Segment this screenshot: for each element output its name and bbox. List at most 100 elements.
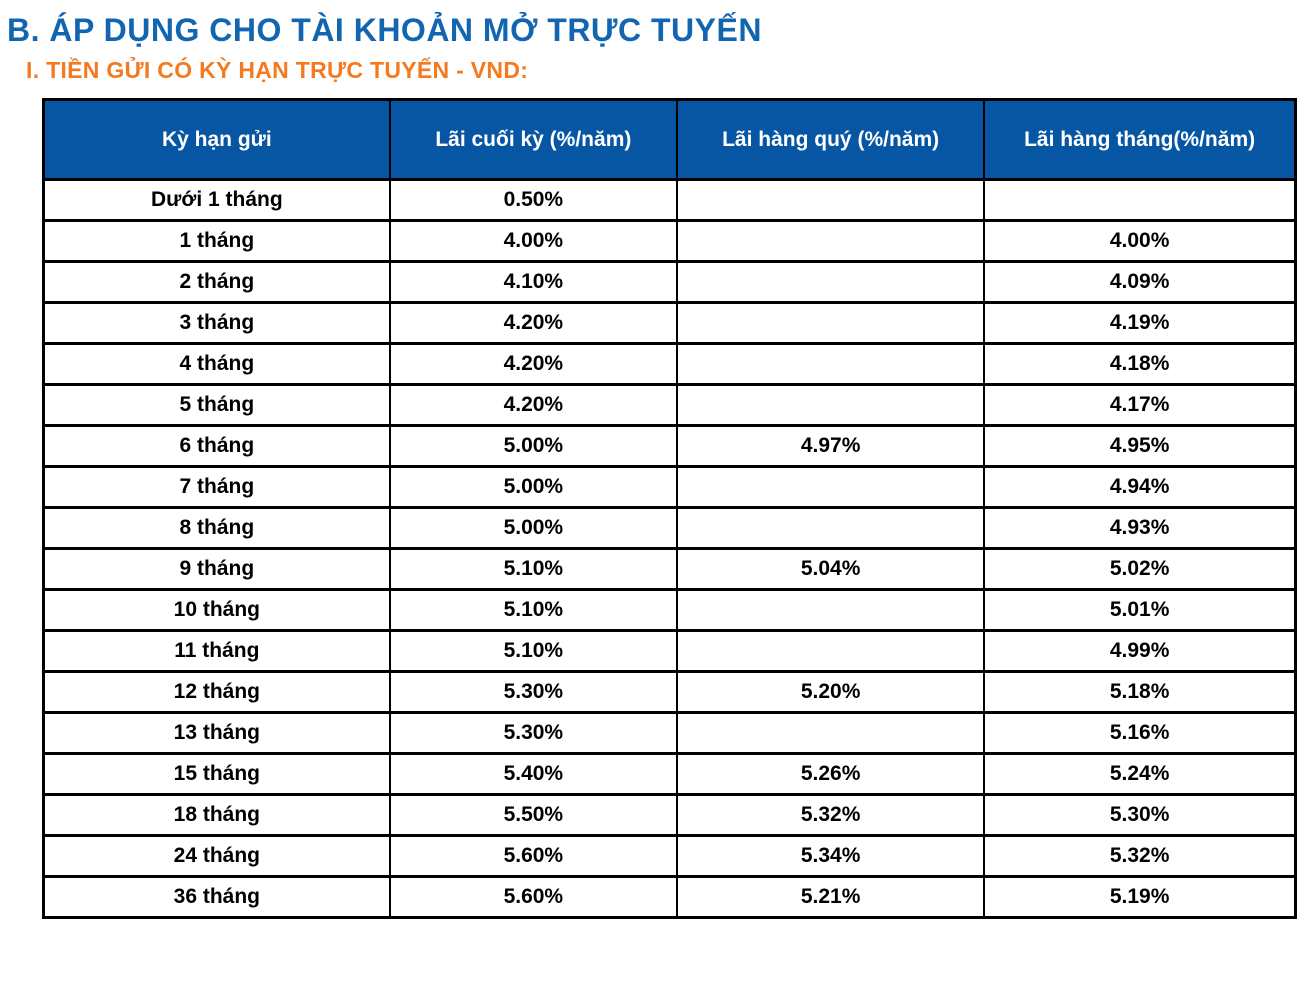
- table-row: 8 tháng 5.00% 4.93%: [42, 506, 1297, 550]
- cell-quarterly: [675, 301, 986, 345]
- cell-monthly: 5.32%: [983, 834, 1297, 878]
- cell-quarterly: 5.32%: [675, 793, 986, 837]
- cell-quarterly: [675, 506, 986, 550]
- cell-quarterly: [675, 260, 986, 304]
- cell-monthly: 5.16%: [983, 711, 1297, 755]
- table-row: 18 tháng 5.50% 5.32% 5.30%: [42, 793, 1297, 837]
- cell-end-of-term: 5.00%: [388, 506, 679, 550]
- cell-monthly: 4.19%: [983, 301, 1297, 345]
- cell-end-of-term: 5.40%: [388, 752, 679, 796]
- cell-end-of-term: 5.50%: [388, 793, 679, 837]
- cell-end-of-term: 4.20%: [388, 301, 679, 345]
- cell-term: 6 tháng: [42, 424, 391, 468]
- table-row: 5 tháng 4.20% 4.17%: [42, 383, 1297, 427]
- table-row: 9 tháng 5.10% 5.04% 5.02%: [42, 547, 1297, 591]
- cell-quarterly: [675, 711, 986, 755]
- cell-quarterly: [675, 588, 986, 632]
- cell-quarterly: 5.21%: [675, 875, 986, 919]
- cell-end-of-term: 4.00%: [388, 219, 679, 263]
- table-row: 13 tháng 5.30% 5.16%: [42, 711, 1297, 755]
- cell-term: 11 tháng: [42, 629, 391, 673]
- cell-end-of-term: 4.10%: [388, 260, 679, 304]
- cell-term: 7 tháng: [42, 465, 391, 509]
- cell-term: 2 tháng: [42, 260, 391, 304]
- cell-term: 4 tháng: [42, 342, 391, 386]
- cell-monthly: 5.18%: [983, 670, 1297, 714]
- cell-end-of-term: 5.00%: [388, 424, 679, 468]
- cell-quarterly: [675, 178, 986, 222]
- cell-term: 1 tháng: [42, 219, 391, 263]
- table-row: 7 tháng 5.00% 4.94%: [42, 465, 1297, 509]
- cell-term: 13 tháng: [42, 711, 391, 755]
- table-row: 12 tháng 5.30% 5.20% 5.18%: [42, 670, 1297, 714]
- cell-end-of-term: 5.10%: [388, 629, 679, 673]
- table-row: 2 tháng 4.10% 4.09%: [42, 260, 1297, 304]
- cell-monthly: 4.09%: [983, 260, 1297, 304]
- cell-term: 5 tháng: [42, 383, 391, 427]
- cell-monthly: 4.95%: [983, 424, 1297, 468]
- cell-monthly: 4.18%: [983, 342, 1297, 386]
- cell-term: 24 tháng: [42, 834, 391, 878]
- section-subtitle: I. TIỀN GỬI CÓ KỲ HẠN TRỰC TUYẾN - VND:: [26, 57, 529, 83]
- cell-end-of-term: 5.10%: [388, 547, 679, 591]
- cell-end-of-term: 5.60%: [388, 834, 679, 878]
- rates-table: Kỳ hạn gửi Lãi cuối kỳ (%/năm) Lãi hàng …: [42, 98, 1297, 919]
- table-row: 15 tháng 5.40% 5.26% 5.24%: [42, 752, 1297, 796]
- cell-quarterly: 5.26%: [675, 752, 986, 796]
- cell-end-of-term: 4.20%: [388, 342, 679, 386]
- cell-term: 10 tháng: [42, 588, 391, 632]
- cell-quarterly: 5.04%: [675, 547, 986, 591]
- cell-quarterly: [675, 383, 986, 427]
- table-row: 10 tháng 5.10% 5.01%: [42, 588, 1297, 632]
- cell-monthly: 5.01%: [983, 588, 1297, 632]
- cell-quarterly: 4.97%: [675, 424, 986, 468]
- cell-quarterly: [675, 342, 986, 386]
- cell-end-of-term: 5.30%: [388, 711, 679, 755]
- cell-monthly: 4.93%: [983, 506, 1297, 550]
- table-row: 36 tháng 5.60% 5.21% 5.19%: [42, 875, 1297, 919]
- cell-end-of-term: 4.20%: [388, 383, 679, 427]
- cell-term: 18 tháng: [42, 793, 391, 837]
- table-row: 24 tháng 5.60% 5.34% 5.32%: [42, 834, 1297, 878]
- cell-monthly: 5.30%: [983, 793, 1297, 837]
- cell-end-of-term: 5.10%: [388, 588, 679, 632]
- cell-quarterly: [675, 219, 986, 263]
- cell-monthly: [983, 178, 1297, 222]
- cell-term: 9 tháng: [42, 547, 391, 591]
- cell-end-of-term: 5.60%: [388, 875, 679, 919]
- cell-end-of-term: 5.30%: [388, 670, 679, 714]
- table-row: 4 tháng 4.20% 4.18%: [42, 342, 1297, 386]
- table-row: 1 tháng 4.00% 4.00%: [42, 219, 1297, 263]
- table-row: Dưới 1 tháng 0.50%: [42, 178, 1297, 222]
- table-row: 3 tháng 4.20% 4.19%: [42, 301, 1297, 345]
- cell-end-of-term: 5.00%: [388, 465, 679, 509]
- cell-term: 12 tháng: [42, 670, 391, 714]
- col-header-term: Kỳ hạn gửi: [42, 98, 391, 181]
- cell-quarterly: 5.34%: [675, 834, 986, 878]
- cell-term: 36 tháng: [42, 875, 391, 919]
- rates-page: B. ÁP DỤNG CHO TÀI KHOẢN MỞ TRỰC TUYẾN I…: [0, 12, 1304, 919]
- cell-monthly: 5.02%: [983, 547, 1297, 591]
- cell-monthly: 4.99%: [983, 629, 1297, 673]
- table-row: 6 tháng 5.00% 4.97% 4.95%: [42, 424, 1297, 468]
- table-header-row: Kỳ hạn gửi Lãi cuối kỳ (%/năm) Lãi hàng …: [42, 98, 1297, 181]
- table-row: 11 tháng 5.10% 4.99%: [42, 629, 1297, 673]
- cell-monthly: 4.00%: [983, 219, 1297, 263]
- cell-quarterly: [675, 465, 986, 509]
- cell-monthly: 4.94%: [983, 465, 1297, 509]
- cell-quarterly: 5.20%: [675, 670, 986, 714]
- cell-quarterly: [675, 629, 986, 673]
- cell-monthly: 4.17%: [983, 383, 1297, 427]
- cell-monthly: 5.24%: [983, 752, 1297, 796]
- cell-term: 8 tháng: [42, 506, 391, 550]
- rates-table-body: Dưới 1 tháng 0.50% 1 tháng 4.00% 4.00% 2 thán…: [42, 178, 1297, 919]
- page-title: B. ÁP DỤNG CHO TÀI KHOẢN MỞ TRỰC TUYẾN: [7, 12, 762, 48]
- cell-term: Dưới 1 tháng: [42, 178, 391, 222]
- col-header-monthly-rate: Lãi hàng tháng(%/năm): [983, 98, 1297, 181]
- col-header-end-of-term-rate: Lãi cuối kỳ (%/năm): [388, 98, 679, 181]
- cell-term: 3 tháng: [42, 301, 391, 345]
- cell-end-of-term: 0.50%: [388, 178, 679, 222]
- cell-monthly: 5.19%: [983, 875, 1297, 919]
- cell-term: 15 tháng: [42, 752, 391, 796]
- col-header-quarterly-rate: Lãi hàng quý (%/năm): [675, 98, 986, 181]
